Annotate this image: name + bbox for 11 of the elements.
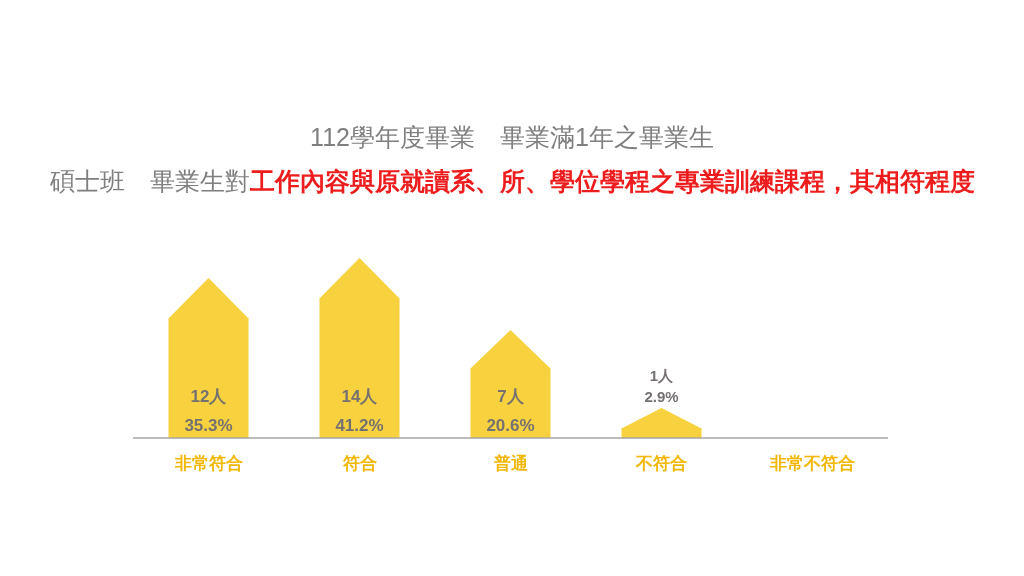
data-label: 14人 41.2% — [335, 387, 384, 435]
title: 112學年度畢業 畢業滿1年之畢業生 — [310, 123, 714, 151]
subtitle: 碩士班 畢業生對工作內容與原就讀系、所、學位學程之專業訓練課程，其相符程度 — [49, 167, 975, 195]
data-label: 1人 2.9% — [644, 367, 679, 405]
data-label: 7人 20.6% — [486, 387, 535, 435]
category-label: 普通 — [493, 454, 528, 473]
category-label: 非常不符合 — [770, 454, 855, 473]
category-label: 不符合 — [636, 454, 687, 473]
category-label: 符合 — [342, 454, 377, 473]
data-label: 12人 35.3% — [184, 387, 233, 435]
category-label: 非常符合 — [174, 454, 243, 473]
